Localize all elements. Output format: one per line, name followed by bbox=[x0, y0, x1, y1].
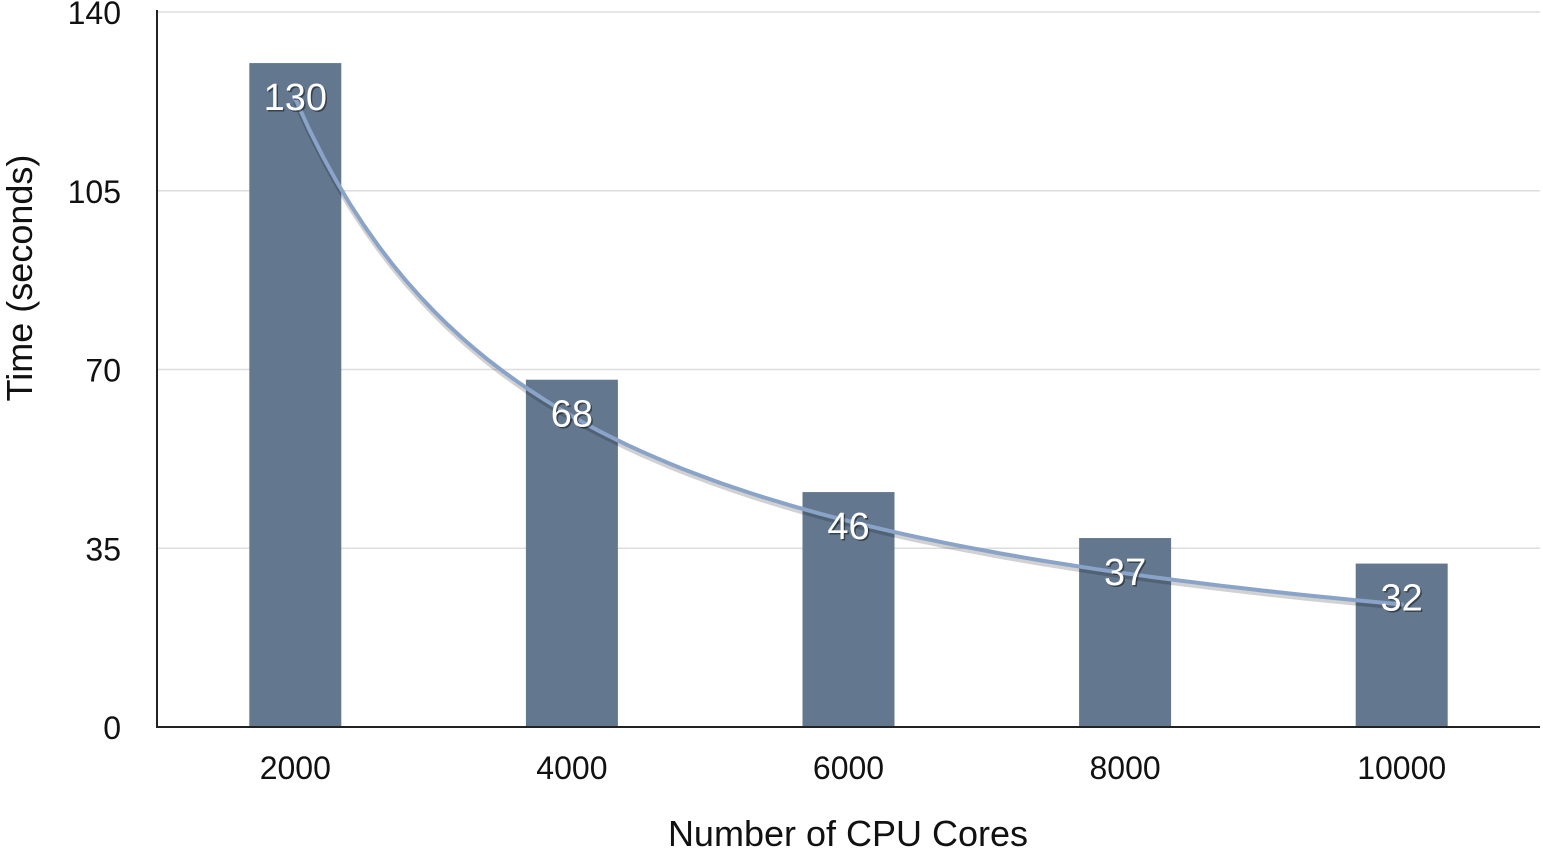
axes: 0 35 70 105 140 2000 4000 6000 8000 10000 bbox=[68, 0, 1540, 786]
x-tick-label: 8000 bbox=[1090, 750, 1161, 786]
data-label: 37 bbox=[1104, 552, 1146, 594]
y-tick-label: 35 bbox=[85, 531, 121, 567]
trendline bbox=[293, 96, 1404, 607]
trendline-shadow bbox=[293, 100, 1402, 610]
data-label: 46 bbox=[827, 506, 869, 548]
bars bbox=[249, 63, 1448, 728]
data-label: 68 bbox=[551, 394, 593, 436]
x-tick-label: 6000 bbox=[813, 750, 884, 786]
y-tick-label: 70 bbox=[85, 353, 121, 389]
y-tick-label: 105 bbox=[68, 174, 121, 210]
x-axis-title: Number of CPU Cores bbox=[668, 813, 1028, 849]
y-tick-label: 140 bbox=[68, 0, 121, 31]
trendline-group bbox=[293, 96, 1404, 610]
y-tick-label: 0 bbox=[103, 710, 121, 746]
data-label-shadow: 130 bbox=[265, 79, 328, 121]
y-axis-title: Time (seconds) bbox=[0, 155, 40, 402]
data-label-shadow: 32 bbox=[1382, 579, 1424, 621]
x-tick-label: 4000 bbox=[536, 750, 607, 786]
data-label-shadow: 46 bbox=[829, 508, 871, 550]
data-label: 32 bbox=[1381, 578, 1423, 620]
data-label-shadow: 37 bbox=[1105, 554, 1147, 596]
bar bbox=[249, 63, 342, 728]
data-label: 130 bbox=[264, 77, 327, 119]
data-label-shadow: 68 bbox=[552, 395, 594, 437]
bar bbox=[802, 492, 895, 727]
bar bbox=[1355, 563, 1448, 727]
bar bbox=[525, 379, 618, 727]
x-tick-label: 10000 bbox=[1357, 750, 1446, 786]
grid-lines bbox=[157, 11, 1540, 549]
x-tick-label: 2000 bbox=[260, 750, 331, 786]
